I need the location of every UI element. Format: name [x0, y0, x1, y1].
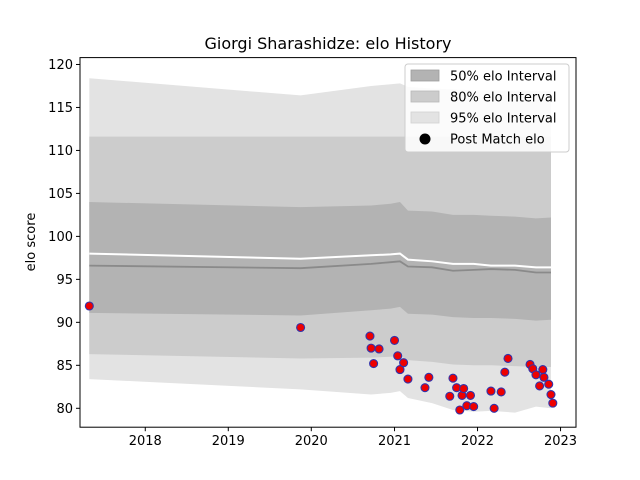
- x-axis: 2018 2019 2020 2021 2022 2023: [129, 427, 577, 449]
- post-match-point: [420, 383, 430, 393]
- post-match-point: [531, 370, 541, 380]
- post-match-point: [539, 372, 549, 382]
- y-tick-label: 110: [48, 144, 73, 159]
- y-tick-label: 80: [56, 402, 73, 417]
- y-axis-label: elo score: [24, 213, 39, 272]
- chart-title: Giorgi Sharashidze: elo History: [205, 34, 452, 53]
- post-match-point: [365, 331, 375, 341]
- legend-swatch-80: [410, 90, 440, 103]
- post-match-point: [538, 365, 548, 375]
- post-match-point: [459, 383, 469, 394]
- y-tick-label: 95: [56, 273, 73, 288]
- legend-swatch-95: [410, 111, 440, 124]
- post-match-point: [424, 372, 434, 382]
- post-match-point: [84, 301, 94, 311]
- post-match-point: [403, 374, 413, 384]
- post-match-point: [535, 381, 545, 391]
- post-match-point: [448, 373, 458, 383]
- legend-label-50: 50% elo Interval: [450, 70, 557, 85]
- legend-frame: [404, 63, 570, 153]
- legend: 50% elo Interval 80% elo Interval 95% el…: [404, 63, 570, 153]
- x-tick-label: 2021: [378, 434, 411, 449]
- post-match-points: [84, 301, 558, 415]
- post-match-point: [489, 403, 499, 413]
- x-tick-label: 2022: [461, 434, 494, 449]
- post-match-point: [374, 344, 384, 354]
- legend-marker-post-match: [419, 133, 431, 145]
- x-tick-label: 2018: [129, 434, 162, 449]
- post-match-point: [369, 359, 379, 369]
- legend-label-95: 95% elo Interval: [450, 112, 557, 127]
- post-match-point: [503, 353, 513, 363]
- legend-label-post-match: Post Match elo: [450, 133, 545, 148]
- post-match-point: [399, 358, 409, 368]
- legend-label-80: 80% elo Interval: [450, 91, 557, 106]
- post-match-point: [544, 379, 554, 389]
- y-tick-label: 105: [48, 187, 73, 202]
- x-tick-label: 2023: [544, 434, 577, 449]
- post-match-point: [546, 389, 556, 400]
- y-tick-label: 90: [56, 316, 73, 331]
- y-axis: 80 85 90 95 100 105 110 115 120: [48, 58, 80, 417]
- post-match-point: [469, 402, 479, 412]
- x-tick-label: 2020: [295, 434, 328, 449]
- y-tick-label: 85: [56, 359, 73, 374]
- post-match-point: [393, 351, 403, 361]
- post-match-point: [455, 405, 465, 415]
- plot-area: [84, 78, 558, 415]
- post-match-point: [296, 322, 306, 333]
- post-match-point: [465, 390, 476, 400]
- plot-frame: [79, 57, 577, 428]
- post-match-point: [366, 343, 376, 353]
- post-match-point: [486, 386, 496, 396]
- mean-line: [89, 252, 551, 269]
- post-match-point: [395, 365, 405, 375]
- x-tick-label: 2019: [212, 434, 245, 449]
- post-match-point: [496, 387, 506, 397]
- y-tick-label: 120: [48, 58, 73, 73]
- y-tick-label: 115: [48, 101, 73, 116]
- legend-swatch-50: [410, 69, 440, 82]
- post-match-point: [500, 367, 510, 377]
- median-line: [89, 260, 551, 274]
- band-50-interval: [89, 202, 551, 321]
- post-match-point: [445, 391, 455, 401]
- y-tick-label: 100: [48, 230, 73, 245]
- post-match-point: [548, 398, 558, 408]
- post-match-point: [389, 335, 400, 345]
